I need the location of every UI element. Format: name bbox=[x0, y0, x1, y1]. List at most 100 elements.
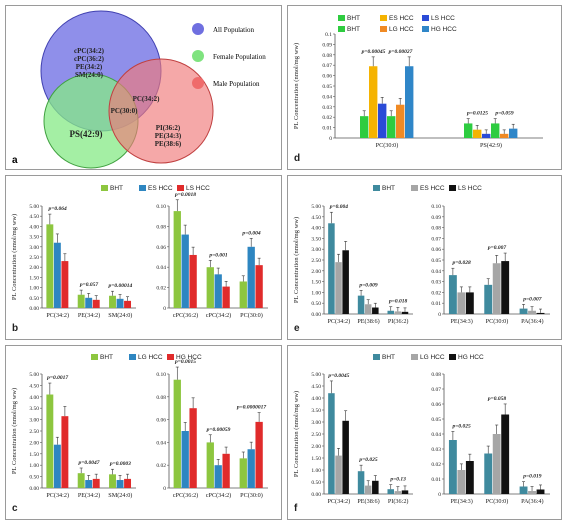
chart-panel-f: 0.00 0.50 1.00 1.50 2.00 2.50 3.00 3.50 4.00 4.50… bbox=[293, 354, 550, 514]
y-tick-label: 4.00 bbox=[29, 224, 39, 230]
bar-es-hcc bbox=[247, 246, 255, 308]
venn-all-only-2: cPC(36:2) bbox=[74, 55, 105, 63]
legend-swatch bbox=[338, 26, 345, 32]
p-value-annotation: p=0.009 bbox=[358, 282, 378, 288]
p-value-annotation: p=0.0125 bbox=[466, 111, 488, 117]
panel-e: 0.00 0.50 1.00 1.50 2.00 2.50 3.00 3.50 4.00 4.50… bbox=[287, 175, 562, 340]
y-tick-label: 0.50 bbox=[29, 475, 39, 481]
legend-label-all: All Population bbox=[213, 26, 255, 34]
y-tick-label: 3.50 bbox=[311, 408, 321, 414]
bar-hg-hcc bbox=[372, 480, 379, 494]
bar-bht bbox=[328, 223, 335, 314]
bar-hg-hcc bbox=[189, 408, 197, 488]
bar-bht bbox=[519, 486, 528, 494]
y-tick-label: 0.00 bbox=[29, 306, 39, 312]
bar-lg-hcc bbox=[500, 133, 509, 138]
bar-bht bbox=[206, 267, 214, 308]
legend: BHT LG HCC HG HCC bbox=[91, 354, 202, 361]
legend-label: LS HCC bbox=[186, 185, 210, 192]
y-tick-label: 2.00 bbox=[29, 265, 39, 271]
p-value-annotation: p=0.13 bbox=[389, 477, 406, 483]
y-tick-label: 0.01 bbox=[431, 477, 441, 483]
panel-b: 0.00 0.50 1.00 1.50 2.00 2.50 3.00 3.50 4.00 4.50… bbox=[5, 175, 282, 340]
chart-b-right: 0 0.02 0.04 0.06 0.08 0.10 cPC(36:2) p=0.0018 cP… bbox=[156, 192, 268, 319]
y-tick-label: 0.50 bbox=[311, 301, 321, 307]
bar-ls-hcc bbox=[482, 133, 491, 138]
y-tick-label: 0.05 bbox=[431, 258, 441, 264]
bar-lg-hcc bbox=[214, 465, 222, 488]
y-tick-label: 0.09 bbox=[322, 42, 332, 48]
y-tick-label: 4.00 bbox=[29, 395, 39, 401]
y-tick-label: 5.00 bbox=[29, 204, 39, 210]
legend-swatch bbox=[167, 354, 174, 360]
bar-hg-hcc bbox=[536, 489, 545, 494]
y-tick-label: 0 bbox=[329, 136, 332, 142]
y-tick-label: 0 bbox=[163, 486, 166, 492]
legend-swatch bbox=[373, 354, 380, 360]
venn-diagram: cPC(34:2) cPC(36:2) PE(34:2) SM(24:0) PC… bbox=[12, 10, 266, 169]
y-tick-label: 0.08 bbox=[431, 226, 441, 232]
y-tick-label: 0.50 bbox=[311, 480, 321, 486]
bar-bht bbox=[357, 471, 365, 494]
p-value-annotation: p=0.007 bbox=[522, 296, 542, 302]
x-tick-label: PA(36:4) bbox=[521, 318, 543, 325]
legend-swatch-female bbox=[192, 50, 204, 62]
legend-swatch bbox=[411, 354, 418, 360]
p-value-annotation: p=0.0000017 bbox=[236, 405, 267, 411]
y-tick-label: 2.50 bbox=[29, 429, 39, 435]
y-tick-label: 0 bbox=[163, 306, 166, 312]
bar-lg-hcc bbox=[528, 491, 536, 494]
p-value-annotation: p=0.028 bbox=[452, 260, 472, 266]
legend-swatch bbox=[422, 26, 429, 32]
bar-hg-hcc bbox=[255, 421, 263, 488]
legend-label: BHT bbox=[110, 185, 123, 192]
legend-label: LG HCC bbox=[389, 26, 414, 33]
legend-label: HG HCC bbox=[176, 354, 202, 361]
y-axis-label: PL Concentration (nmol/mg ww) bbox=[293, 217, 300, 303]
bar-lg-hcc bbox=[335, 455, 342, 494]
bar-lg-hcc bbox=[457, 470, 466, 494]
bar-bht bbox=[484, 453, 493, 494]
legend-swatch bbox=[422, 15, 429, 21]
y-tick-label: 0.02 bbox=[431, 290, 441, 296]
bar-lg-hcc bbox=[364, 485, 372, 494]
y-tick-label: 0.02 bbox=[156, 463, 166, 469]
legend-swatch bbox=[411, 185, 418, 191]
bar-es-hcc bbox=[473, 129, 482, 138]
y-tick-label: 0.08 bbox=[156, 224, 166, 230]
legend-swatch bbox=[338, 15, 345, 21]
x-tick-label: PC(30:0) bbox=[376, 142, 399, 149]
x-tick-label: SM(24:0) bbox=[108, 312, 132, 319]
p-value-annotation: p=0.019 bbox=[522, 474, 542, 480]
y-tick-label: 0 bbox=[438, 492, 441, 498]
x-tick-label: PI(36:2) bbox=[388, 498, 409, 505]
x-tick-label: SM(24:0) bbox=[108, 492, 132, 499]
bar-lg-hcc bbox=[396, 104, 405, 138]
y-tick-label: 0.07 bbox=[322, 63, 332, 69]
bar-lg-hcc bbox=[394, 491, 402, 494]
y-tick-label: 0.09 bbox=[431, 215, 441, 221]
bar-bht bbox=[173, 379, 181, 488]
y-tick-label: 2.00 bbox=[311, 444, 321, 450]
bar-bht bbox=[519, 308, 528, 314]
legend-label: ES HCC bbox=[420, 185, 445, 192]
legend-label-male: Male Population bbox=[213, 80, 260, 88]
y-tick-label: 0 bbox=[438, 312, 441, 318]
y-tick-label: 1.00 bbox=[311, 290, 321, 296]
bar-bht bbox=[387, 116, 396, 138]
legend-label: ES HCC bbox=[148, 185, 173, 192]
legend-label-female: Female Population bbox=[213, 53, 266, 61]
y-tick-label: 0.06 bbox=[431, 402, 441, 408]
y-tick-label: 3.50 bbox=[29, 235, 39, 241]
y-tick-label: 0.02 bbox=[431, 462, 441, 468]
y-tick-label: 0.01 bbox=[322, 126, 332, 132]
panel-letter-a: a bbox=[12, 155, 18, 166]
p-value-annotation: p=0.004 bbox=[329, 204, 349, 210]
p-value-annotation: p=0.004 bbox=[241, 230, 261, 236]
legend: BHT ES HCC LS HCC BHT LG HCC HG HCC bbox=[338, 15, 457, 33]
bar-bht bbox=[387, 310, 395, 314]
panel-letter-f: f bbox=[294, 503, 298, 514]
chart-f-left: 0.00 0.50 1.00 1.50 2.00 2.50 3.00 3.50 4.00 4.50… bbox=[293, 372, 413, 505]
legend: BHT ES HCC LS HCC bbox=[101, 185, 210, 192]
y-tick-label: 0.01 bbox=[431, 301, 441, 307]
